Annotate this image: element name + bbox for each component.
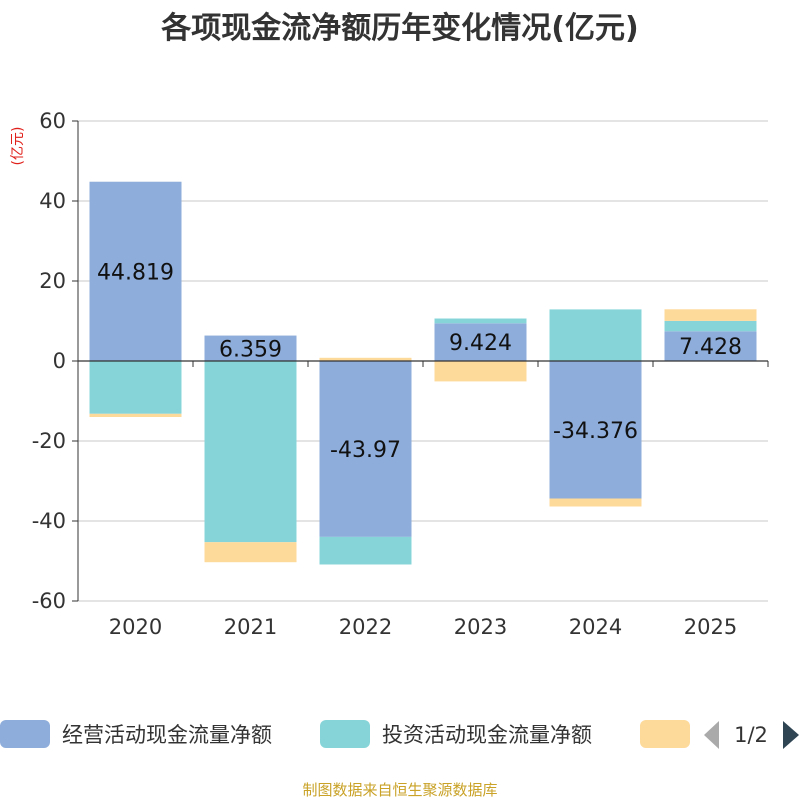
legend-swatch: [640, 720, 690, 748]
y-tick-label: -60: [32, 589, 66, 613]
bar-2023-series-2: [434, 318, 527, 324]
chart-title: 各项现金流净额历年变化情况(亿元): [160, 11, 638, 46]
y-tick-label: -20: [32, 429, 66, 453]
y-tick-label: 20: [39, 269, 66, 293]
x-tick-label: 2024: [569, 615, 622, 639]
bar-2021-series-3: [204, 542, 297, 563]
bar-2021-series-2: [204, 361, 297, 543]
gridlines: [78, 120, 768, 602]
legend-swatch: [0, 720, 50, 748]
legend-swatch: [320, 720, 370, 748]
legend-label: 投资活动现金流量净额: [382, 723, 592, 747]
data-label: -34.376: [553, 419, 638, 444]
x-tick-label: 2020: [109, 615, 162, 639]
bar-2025-series-3: [664, 309, 757, 321]
legend-page-indicator: 1/2: [734, 723, 768, 747]
x-tick-label: 2021: [224, 615, 277, 639]
legend: 经营活动现金流量净额 投资活动现金流量净额 1/2: [0, 720, 799, 749]
legend-label: 经营活动现金流量净额: [62, 723, 272, 747]
data-label: 44.819: [97, 260, 174, 285]
bar-2023-series-1: [434, 323, 527, 361]
bar-series: [89, 181, 757, 565]
y-tick-label: 40: [39, 189, 66, 213]
bar-2024-series-3: [549, 498, 642, 507]
data-label: -43.97: [330, 438, 401, 463]
x-tick-label: 2023: [454, 615, 507, 639]
data-labels: 44.819 6.359 -43.97 9.424 -34.376 7.428: [97, 260, 742, 463]
bar-2025-series-1: [664, 331, 757, 361]
data-label: 6.359: [219, 337, 282, 362]
bar-2022-series-1: [319, 361, 412, 537]
legend-next-icon: [783, 721, 799, 749]
y-tick-label: 0: [53, 349, 66, 373]
bar-2025-series-2: [664, 320, 757, 332]
bar-2024-series-1: [549, 361, 642, 499]
data-label: 9.424: [449, 331, 512, 356]
data-label: 7.428: [679, 335, 742, 360]
y-axis-ticks: 60 40 20 0 -20 -40 -60: [32, 109, 78, 613]
source-note: 制图数据来自恒生聚源数据库: [302, 781, 497, 799]
bar-2020-series-2: [89, 361, 182, 414]
y-axis-unit-label: (亿元): [10, 127, 26, 166]
bar-2021-series-1: [204, 335, 297, 361]
x-axis-ticks: 2020 2021 2022 2023 2024 2025: [109, 615, 737, 639]
legend-prev-icon: [704, 721, 719, 749]
bar-2020-series-3: [89, 413, 182, 417]
axes: [77, 121, 769, 601]
x-tick-label: 2022: [339, 615, 392, 639]
y-tick-label: 60: [39, 109, 66, 133]
bar-2020-series-1: [89, 181, 182, 361]
bar-2022-series-3: [319, 357, 412, 361]
y-tick-label: -40: [32, 509, 66, 533]
bar-2022-series-2: [319, 536, 412, 565]
bar-2023-series-3: [434, 361, 527, 382]
bar-2024-series-2: [549, 309, 642, 361]
x-tick-label: 2025: [684, 615, 737, 639]
